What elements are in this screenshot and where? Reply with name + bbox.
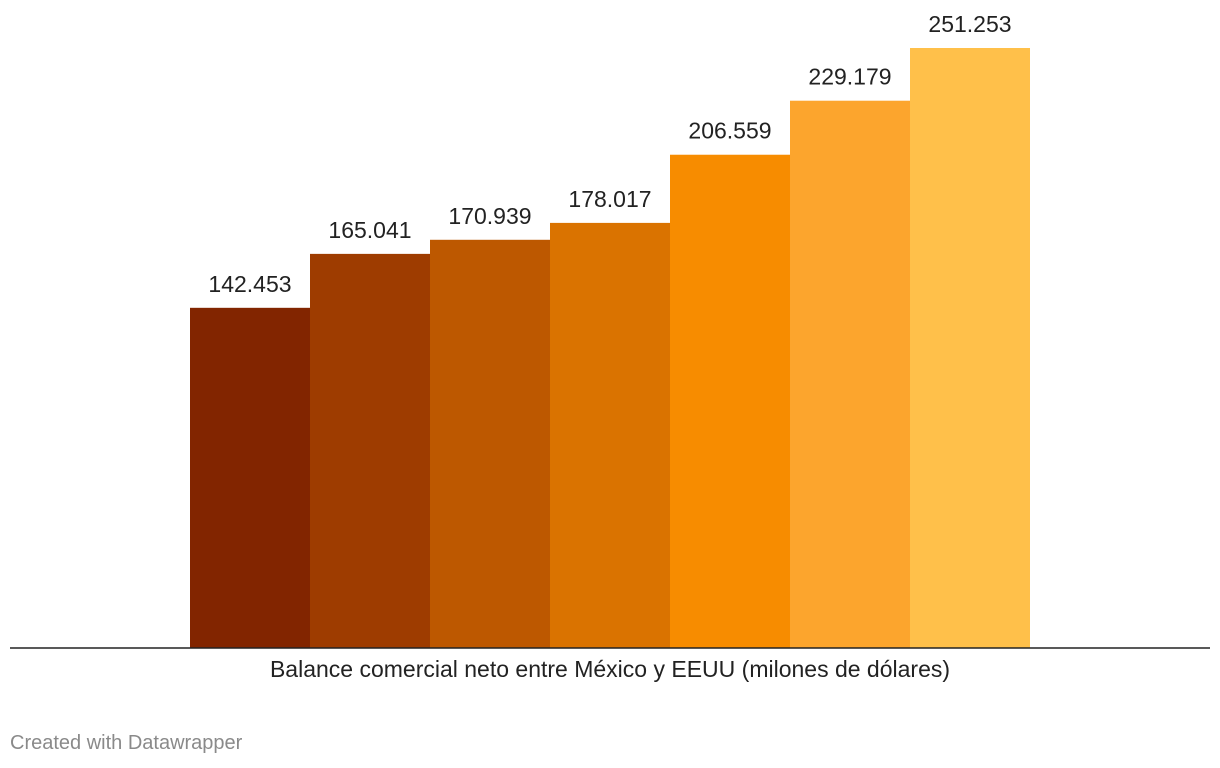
bar-4 [550, 222, 670, 649]
bars-group [190, 48, 1030, 649]
value-label-3: 170.939 [448, 203, 531, 229]
value-label-7: 251.253 [928, 11, 1011, 37]
bar-5 [670, 154, 790, 649]
bar-2 [310, 253, 430, 648]
value-labels-group: 142.453 165.041 170.939 178.017 206.559 229.1… [208, 11, 1011, 297]
value-label-5: 206.559 [688, 118, 771, 144]
datawrapper-credit: Created with Datawrapper [10, 732, 243, 754]
x-axis-label: Balance comercial neto entre México y EE… [269, 656, 951, 682]
bar-3 [430, 239, 550, 648]
value-label-6: 229.179 [808, 64, 891, 90]
value-label-1: 142.453 [208, 271, 291, 297]
bar-6 [790, 100, 910, 649]
bar-1 [190, 307, 310, 648]
bar-7 [910, 48, 1030, 648]
value-label-4: 178.017 [568, 186, 651, 212]
value-label-2: 165.041 [328, 217, 411, 243]
